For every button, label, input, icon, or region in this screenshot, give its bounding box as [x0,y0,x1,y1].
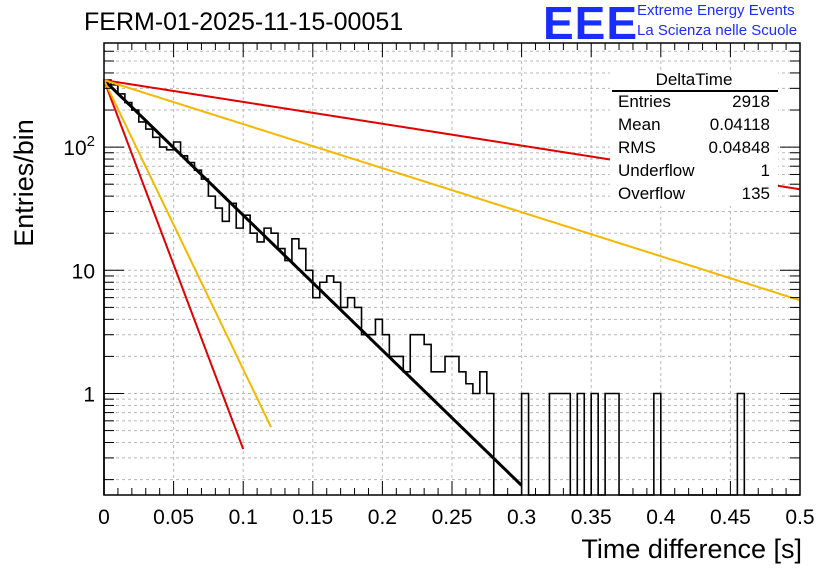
stats-key: Mean [618,115,661,134]
x-tick-label: 0.3 [507,506,536,529]
stats-key: Overflow [618,184,686,203]
stats-key: Underflow [618,161,695,180]
stats-value: 0.04118 [709,115,770,134]
x-tick-label: 0.35 [571,506,612,529]
curve-rate-high-yellow [103,79,272,428]
stats-value: 2918 [732,92,770,111]
x-tick-label: 0.4 [646,506,676,529]
stats-row-rms: RMS 0.04848 [618,138,770,160]
stats-key: RMS [618,138,656,157]
stats-box: DeltaTime Entries 2918 Mean 0.04118 RMS … [610,70,778,206]
curve-rate-high-red [103,79,245,450]
x-tick-label: 0.15 [292,506,333,529]
y-tick-label: 10 [72,260,95,283]
x-tick-label: 0.25 [432,506,473,529]
y-axis-title: Entries/bin [9,119,39,247]
x-axis-title: Time difference [s] [581,534,802,564]
x-tick-label: 0.45 [710,506,751,529]
stats-row-underflow: Underflow 1 [618,161,770,183]
run-title: FERM-01-2025-11-15-00051 [84,8,404,36]
grid-lines [104,43,800,495]
logo-caption-line1: Extreme Energy Events [637,2,795,19]
stats-value: 0.04848 [708,138,770,157]
x-tick-label: 0 [98,506,110,529]
stats-row-overflow: Overflow 135 [618,184,770,206]
stats-row-entries: Entries 2918 [618,92,770,114]
curve-rate-low-yellow [103,79,801,302]
curve-fit [102,79,523,487]
eee-logo: EEE [543,0,639,49]
stats-row-mean: Mean 0.04118 [618,115,770,137]
x-tick-label: 0.05 [153,506,194,529]
stats-value: 1 [760,161,770,180]
stats-title: DeltaTime [655,70,733,89]
x-tick-label: 0.1 [229,506,258,529]
stats-key: Entries [618,92,671,111]
x-tick-label: 0.2 [368,506,397,529]
y-axis-title-wrap: Entries/bin [7,119,39,247]
stats-divider [612,90,778,92]
x-tick-label: 0.5 [785,506,814,529]
y-tick-label: 102 [63,133,95,160]
logo-caption-line2: La Scienza nelle Scuole [637,22,798,39]
axis-ticks [103,43,801,495]
stats-value: 135 [741,184,770,203]
y-tick-label: 1 [83,383,95,406]
axis-tick-labels: 0 0.05 0.1 0.15 0.2 0.25 0.3 0.35 0.4 0.45 0.5 1 10 1… [63,133,814,529]
